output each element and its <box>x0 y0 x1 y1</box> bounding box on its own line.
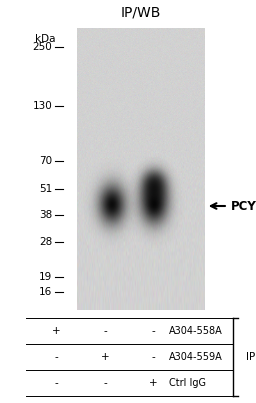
Text: Ctrl IgG: Ctrl IgG <box>169 378 206 388</box>
Text: 28: 28 <box>39 237 52 247</box>
Text: 250: 250 <box>33 42 52 52</box>
Text: +: + <box>149 378 158 388</box>
Text: -: - <box>55 378 58 388</box>
Text: A304-559A: A304-559A <box>169 352 223 361</box>
Text: IP/WB: IP/WB <box>121 6 161 20</box>
Text: -: - <box>152 326 155 336</box>
Text: +: + <box>52 326 61 336</box>
Text: -: - <box>103 378 107 388</box>
Text: 70: 70 <box>39 156 52 166</box>
Text: PCYT1A: PCYT1A <box>230 199 256 212</box>
Text: 51: 51 <box>39 184 52 194</box>
Text: -: - <box>55 352 58 361</box>
Text: kDa: kDa <box>35 34 55 44</box>
Text: -: - <box>152 352 155 361</box>
Text: A304-558A: A304-558A <box>169 326 223 336</box>
Text: 130: 130 <box>33 100 52 110</box>
Text: +: + <box>101 352 109 361</box>
Text: IP: IP <box>246 352 255 361</box>
Text: 38: 38 <box>39 210 52 220</box>
Text: 19: 19 <box>39 272 52 282</box>
Text: 16: 16 <box>39 287 52 297</box>
Text: -: - <box>103 326 107 336</box>
